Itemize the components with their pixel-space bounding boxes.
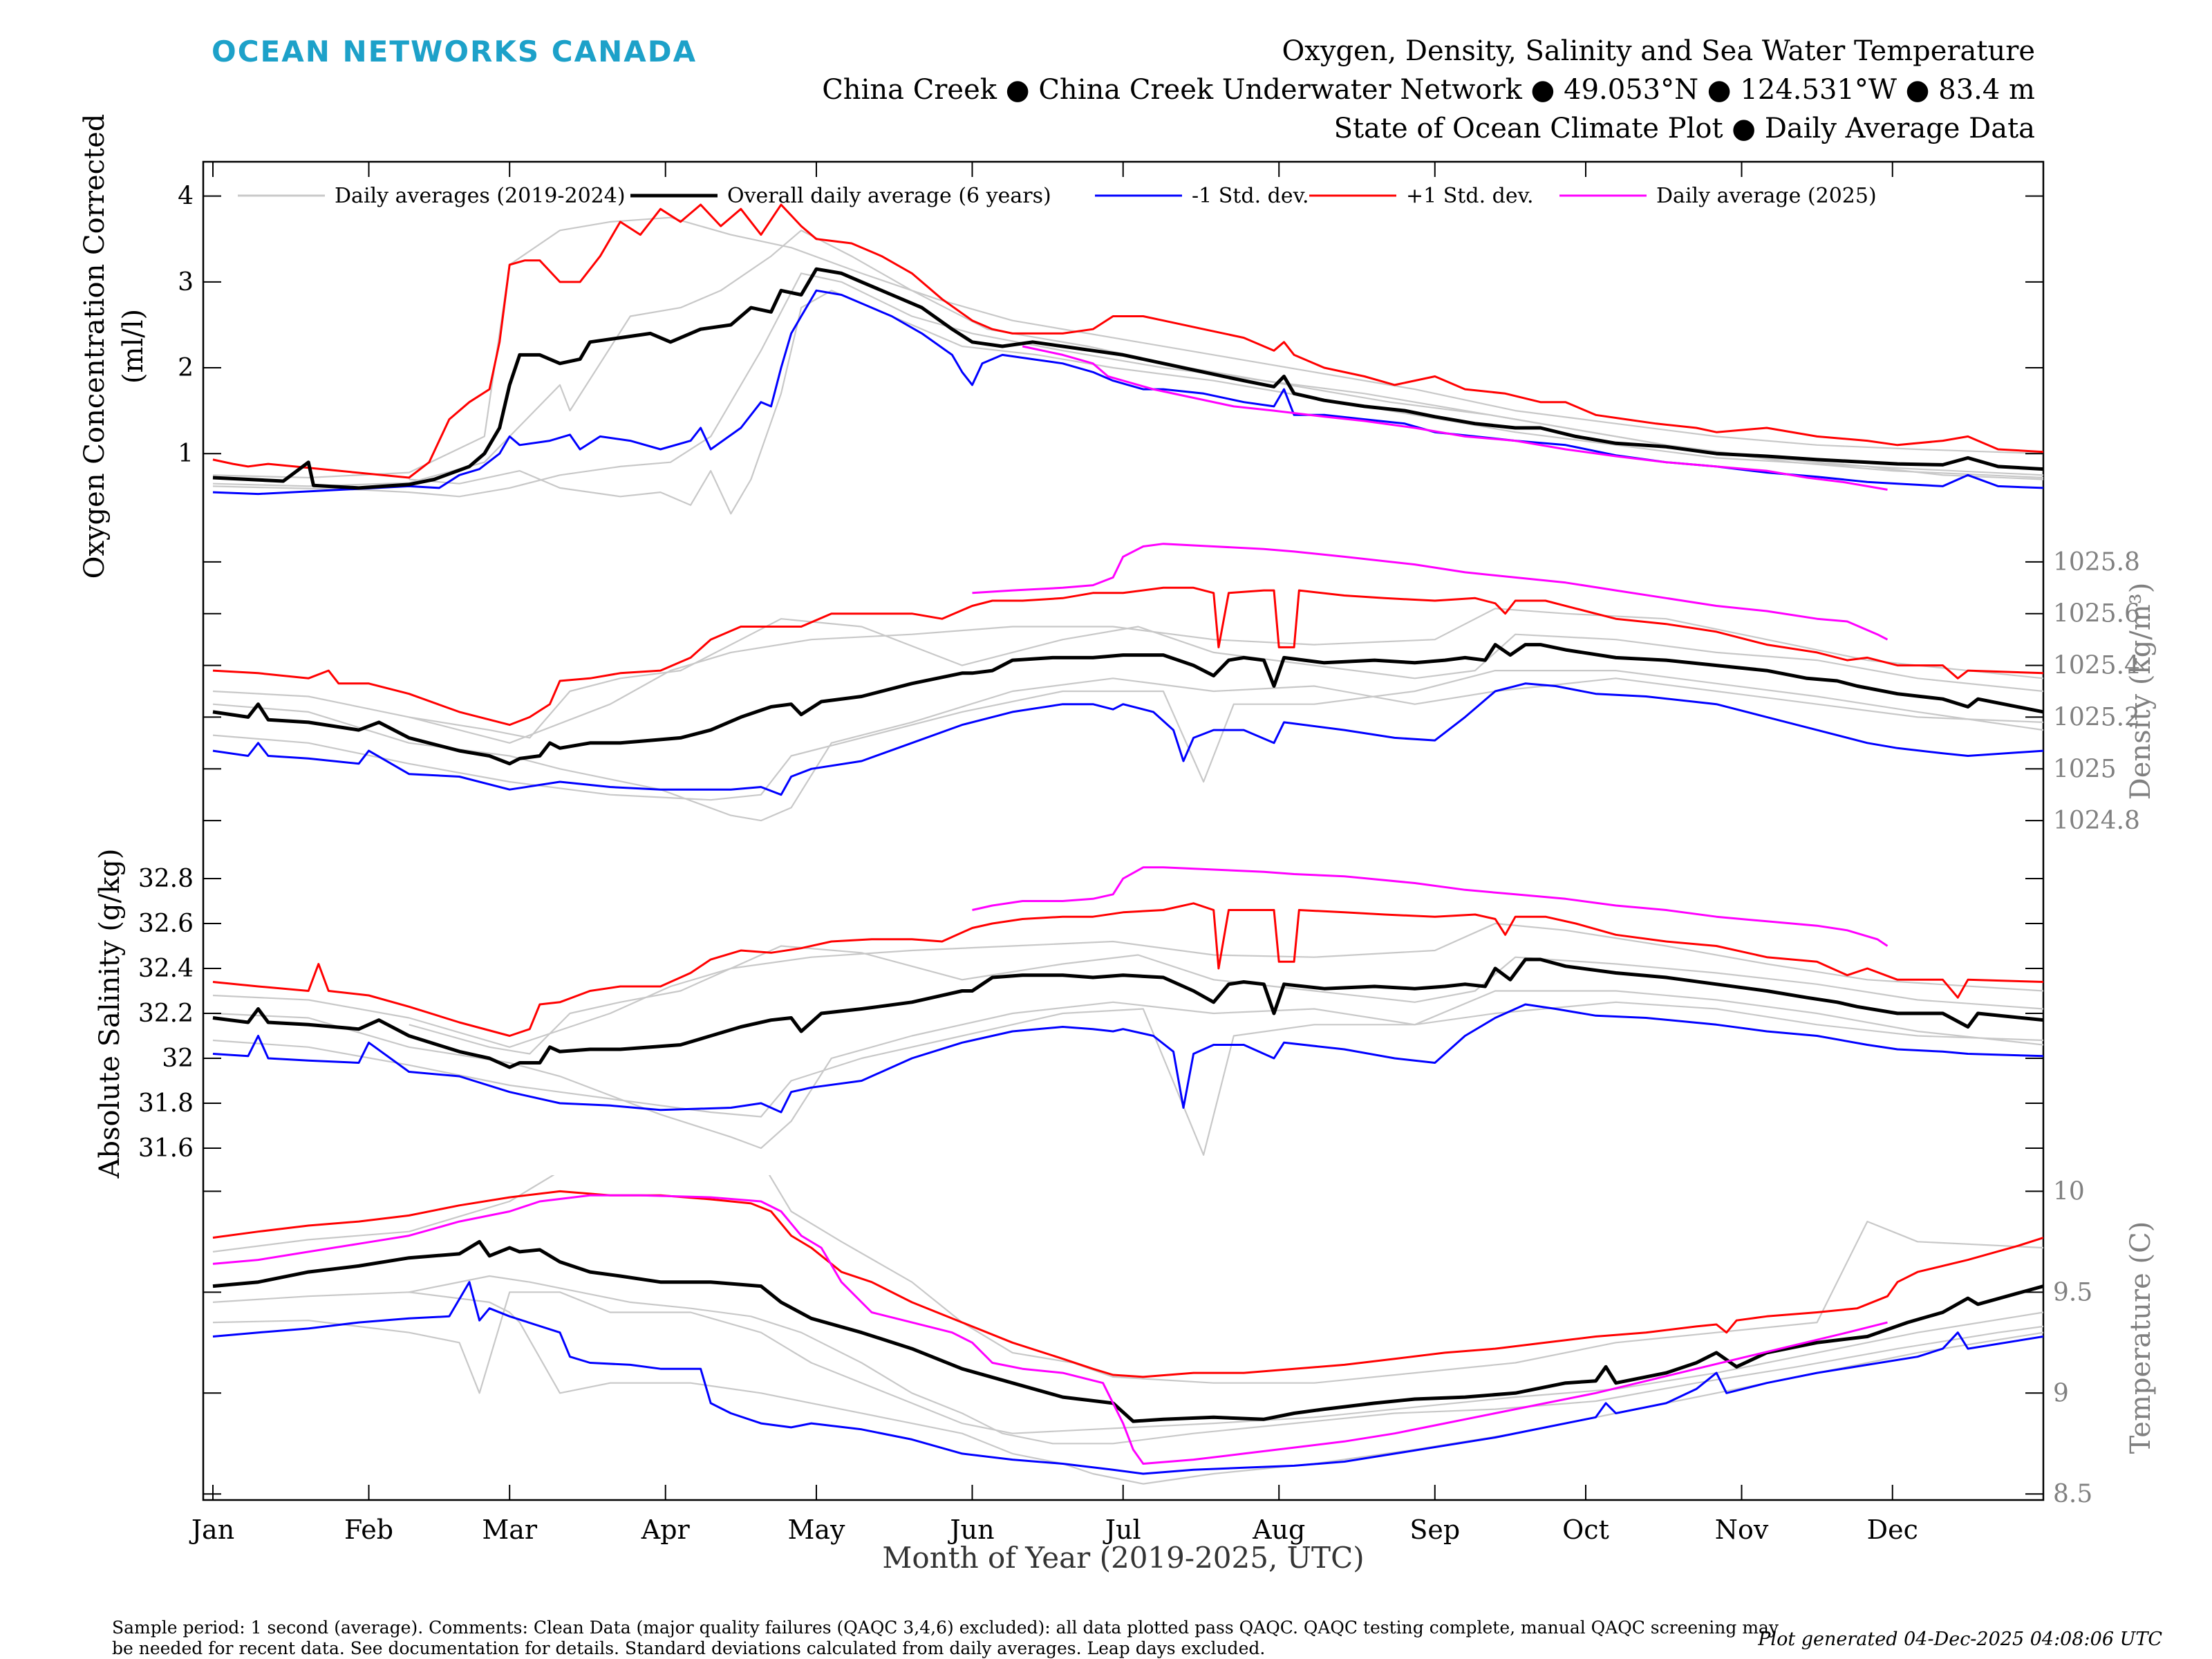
series-line-oxygen-hist-2 [212, 229, 2043, 487]
series-line-salinity-plus [212, 902, 2043, 1037]
y-tick-label-oxygen: 3 [178, 268, 194, 297]
y-tick-label-oxygen: 4 [178, 182, 194, 211]
y-tick-label-salinity: 32.4 [138, 955, 194, 983]
x-tick-label: Oct [1562, 1515, 1609, 1545]
x-tick-label: Dec [1867, 1515, 1918, 1545]
x-tick-label: Apr [641, 1515, 691, 1545]
x-tick-label: Aug [1252, 1515, 1305, 1545]
x-tick-label: Jan [189, 1515, 234, 1545]
x-tick-label: May [787, 1515, 845, 1545]
series-line-density-hist-1 [212, 670, 2043, 801]
series-line-density-overall [212, 643, 2043, 766]
series-line-salinity-hist-0 [212, 922, 2043, 1048]
y-tick-label-temperature: 9.5 [2053, 1278, 2092, 1306]
panel-oxygen: 1 2 3 4 Oxygen Concentration Corrected (ml/l) [79, 114, 2043, 579]
y-axis-label-density: Density (kg/m³) [2125, 583, 2157, 800]
series-line-salinity-minus [212, 1003, 2043, 1114]
x-tick-label: Jul [1103, 1515, 1141, 1545]
series-line-temperature-hist-0 [212, 1175, 2043, 1384]
series-line-oxygen-hist-1 [212, 216, 2043, 479]
y-axis-label-line-temperature: Temperature (C) [2125, 1221, 2157, 1454]
series-line-temperature-hist-3 [409, 1275, 2043, 1445]
brand-logo-text: OCEAN NETWORKS CANADA [212, 35, 697, 68]
series-line-temperature-current [212, 1194, 1888, 1465]
y-axis-label-oxygen: Oxygen Concentration Corrected (ml/l) [79, 114, 149, 579]
series-line-temperature-minus [212, 1281, 2043, 1475]
series-line-salinity-hist-1 [212, 990, 2043, 1156]
x-tick-label: Sep [1409, 1515, 1460, 1545]
plot-frame [202, 160, 2045, 1501]
legend-label: Daily averages (2019-2024) [335, 184, 626, 208]
legend: Daily averages (2019-2024) Overall daily … [238, 184, 1877, 208]
footer-note: Sample period: 1 second (average). Comme… [112, 1618, 1779, 1658]
y-tick-label-density: 1025.4 [2053, 652, 2140, 680]
series-group-oxygen [212, 203, 2043, 515]
series-line-oxygen-minus [212, 289, 2043, 496]
legend-label: Overall daily average (6 years) [727, 184, 1051, 208]
x-tick-label: Feb [344, 1515, 393, 1545]
series-line-salinity-overall [212, 957, 2043, 1069]
series-line-density-hist-2 [212, 677, 2043, 822]
x-tick-label: Mar [482, 1515, 538, 1545]
y-tick-label-salinity: 31.8 [138, 1089, 194, 1118]
x-tick-label: Jun [947, 1515, 994, 1545]
y-tick-label-density: 1025.6 [2053, 600, 2140, 628]
y-tick-label-salinity: 32.8 [138, 865, 194, 893]
series-line-density-hist-3 [409, 618, 2043, 739]
series-line-temperature-plus [212, 1190, 2043, 1378]
y-tick-label-oxygen: 1 [178, 440, 194, 468]
y-axis-label-line-oxygen: Oxygen Concentration Corrected [79, 114, 111, 579]
y-tick-label-temperature: 9 [2053, 1379, 2069, 1407]
y-tick-label-temperature: 8.5 [2053, 1480, 2092, 1508]
title-line-1: Oxygen, Density, Salinity and Sea Water … [1282, 35, 2036, 67]
series-line-oxygen-hist-3 [409, 290, 2043, 515]
panel-temperature: 8.5 9 9.5 10 Temperature (C) [203, 1175, 2157, 1508]
y-axis-label-line-density: Density (kg/m³) [2125, 583, 2157, 800]
series-line-oxygen-current [1022, 345, 1888, 491]
series-line-salinity-hist-3 [409, 945, 2043, 1055]
series-line-salinity-current [972, 866, 1888, 947]
legend-label: -1 Std. dev. [1192, 184, 1309, 208]
legend-label: +1 Std. dev. [1406, 184, 1534, 208]
chart-title: Oxygen, Density, Salinity and Sea Water … [822, 32, 2035, 148]
series-line-temperature-hist-1 [212, 1291, 2043, 1485]
plot-generated-stamp: Plot generated 04-Dec-2025 04:08:06 UTC [1758, 1629, 2162, 1650]
title-line-3: State of Ocean Climate Plot ● Daily Aver… [1333, 113, 2035, 144]
series-line-oxygen-plus [212, 203, 2043, 479]
y-axis-label-temperature: Temperature (C) [2125, 1221, 2157, 1454]
series-line-density-minus [212, 682, 2043, 796]
x-tick-label: Nov [1715, 1515, 1769, 1545]
series-line-salinity-hist-2 [212, 1001, 2043, 1150]
y-tick-label-density: 1025 [2053, 755, 2117, 783]
series-line-temperature-hist-2 [212, 1291, 2043, 1434]
y-tick-label-temperature: 10 [2053, 1177, 2085, 1206]
y-tick-label-oxygen: 2 [178, 354, 194, 382]
title-line-2: China Creek ● China Creek Underwater Net… [822, 74, 2035, 106]
legend-label: Daily average (2025) [1656, 184, 1877, 208]
y-tick-label-density: 1024.8 [2053, 807, 2140, 835]
y-tick-label-salinity: 31.6 [138, 1134, 194, 1163]
series-group-density [212, 543, 2043, 822]
y-tick-label-density: 1025.2 [2053, 703, 2140, 731]
series-group-temperature [212, 1175, 2043, 1485]
y-tick-label-density: 1025.8 [2053, 548, 2140, 577]
y-axis-label-salinity: Absolute Salinity (g/kg) [94, 848, 126, 1179]
series-line-density-plus [212, 586, 2043, 727]
panel-density: 1024.8 1025 1025.2 1025.4 1025.6 1025.8 Densit… [203, 543, 2157, 835]
series-line-density-current [972, 543, 1888, 641]
series-group-salinity [212, 866, 2043, 1156]
y-tick-label-salinity: 32 [162, 1044, 194, 1073]
y-axis-label-line-salinity: Absolute Salinity (g/kg) [94, 848, 126, 1179]
series-line-temperature-overall [212, 1239, 2043, 1423]
series-line-oxygen-overall [212, 267, 2043, 490]
x-axis-label: Month of Year (2019-2025, UTC) [882, 1541, 1364, 1575]
y-tick-label-salinity: 32.6 [138, 910, 194, 938]
panel-salinity: 31.6 31.8 32 32.2 32.4 32.6 32.8 Absolute Salin… [94, 848, 2043, 1179]
y-axis-label-line-oxygen: (ml/l) [118, 309, 149, 384]
y-tick-label-salinity: 32.2 [138, 1000, 194, 1028]
